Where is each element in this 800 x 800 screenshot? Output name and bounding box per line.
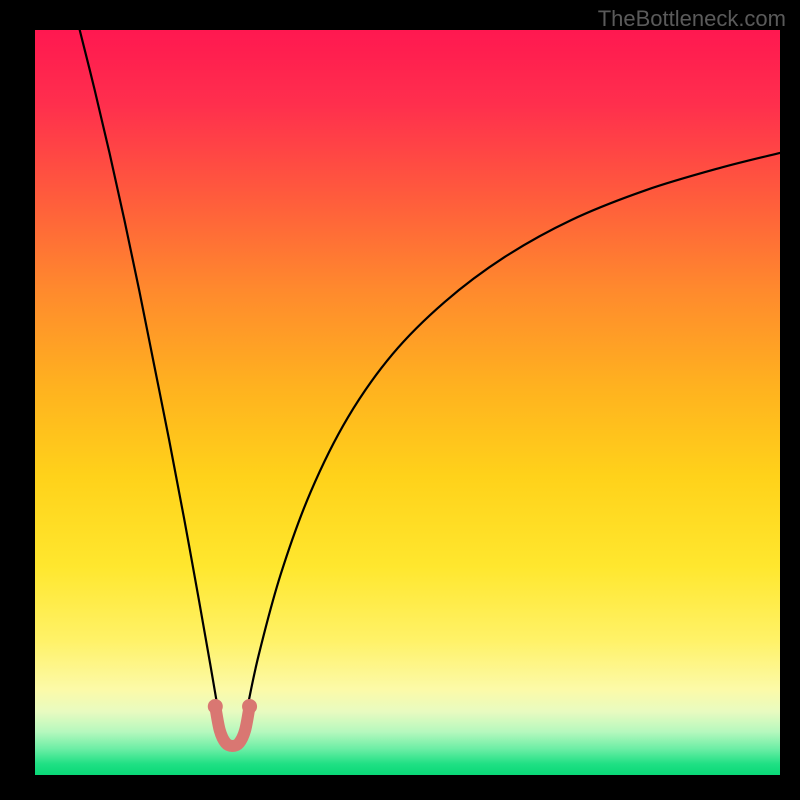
- bottleneck-chart: [0, 0, 800, 800]
- plot-background: [35, 30, 780, 775]
- frame-left: [0, 0, 35, 800]
- frame-right: [780, 0, 800, 800]
- frame-bottom: [0, 775, 800, 800]
- chart-root: TheBottleneck.com: [0, 0, 800, 800]
- watermark-text: TheBottleneck.com: [598, 6, 786, 32]
